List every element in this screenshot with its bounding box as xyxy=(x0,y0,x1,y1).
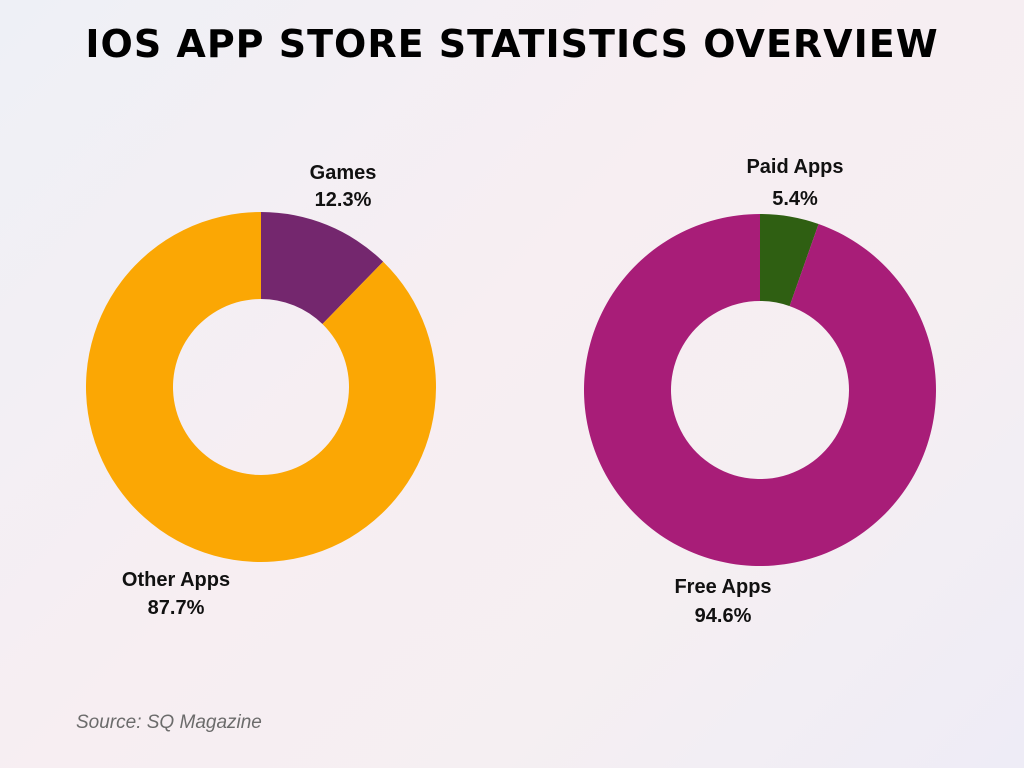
slice-label-free-apps: Free Apps xyxy=(674,576,771,598)
slice-value-paid-apps: 5.4% xyxy=(772,188,818,210)
donut-chart-paid xyxy=(583,214,936,566)
source-note: Source: SQ Magazine xyxy=(76,712,262,733)
slice-label-games: Games xyxy=(310,162,377,184)
slice-value-games: 12.3% xyxy=(315,189,372,211)
slice-label-paid-apps: Paid Apps xyxy=(746,156,843,178)
slice-value-other-apps: 87.7% xyxy=(148,597,205,619)
chart-title: IOS APP STORE STATISTICS OVERVIEW xyxy=(85,22,939,66)
slice-games xyxy=(261,212,384,324)
donut-chart-games xyxy=(86,212,437,562)
slice-label-other-apps: Other Apps xyxy=(122,569,230,591)
slice-free-apps xyxy=(583,214,936,566)
slice-paid-apps xyxy=(760,214,819,307)
slice-value-free-apps: 94.6% xyxy=(695,605,752,627)
slice-other-apps xyxy=(86,212,437,562)
